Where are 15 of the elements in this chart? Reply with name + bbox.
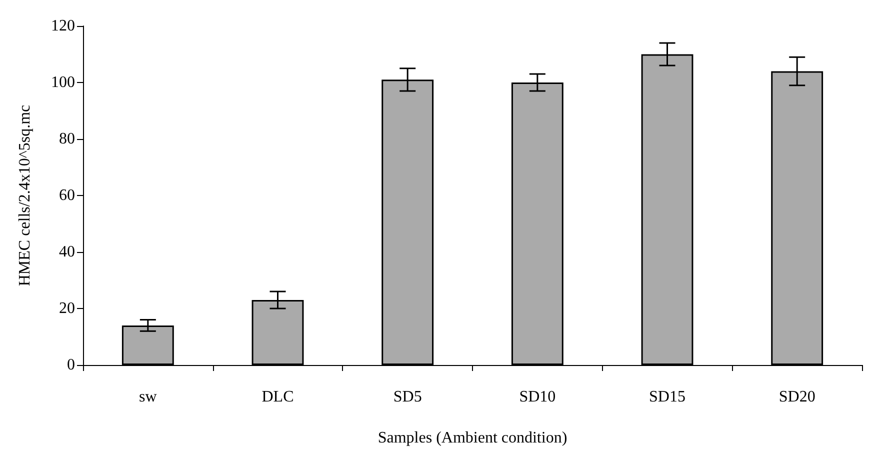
y-tick-label: 60 [59,187,75,204]
y-tick-label: 100 [51,74,75,91]
x-tick-label: SD10 [519,388,556,406]
x-tick-label: DLC [262,388,294,406]
y-tick-label: 20 [59,300,75,317]
y-tick-label: 40 [59,244,75,260]
x-tick-label: SD5 [393,388,422,406]
y-tick-label: 80 [59,130,75,148]
y-tick-label: 0 [67,356,75,374]
x-tick-label: sw [139,388,158,406]
x-axis-title: Samples (Ambient condition) [378,430,568,446]
y-tick-label: 120 [51,18,75,34]
x-tick-label: SD15 [649,388,686,406]
y-axis-title: HMEC cells/2.4x10^5sq.mc [16,104,34,286]
x-tick-label: SD20 [778,388,816,406]
